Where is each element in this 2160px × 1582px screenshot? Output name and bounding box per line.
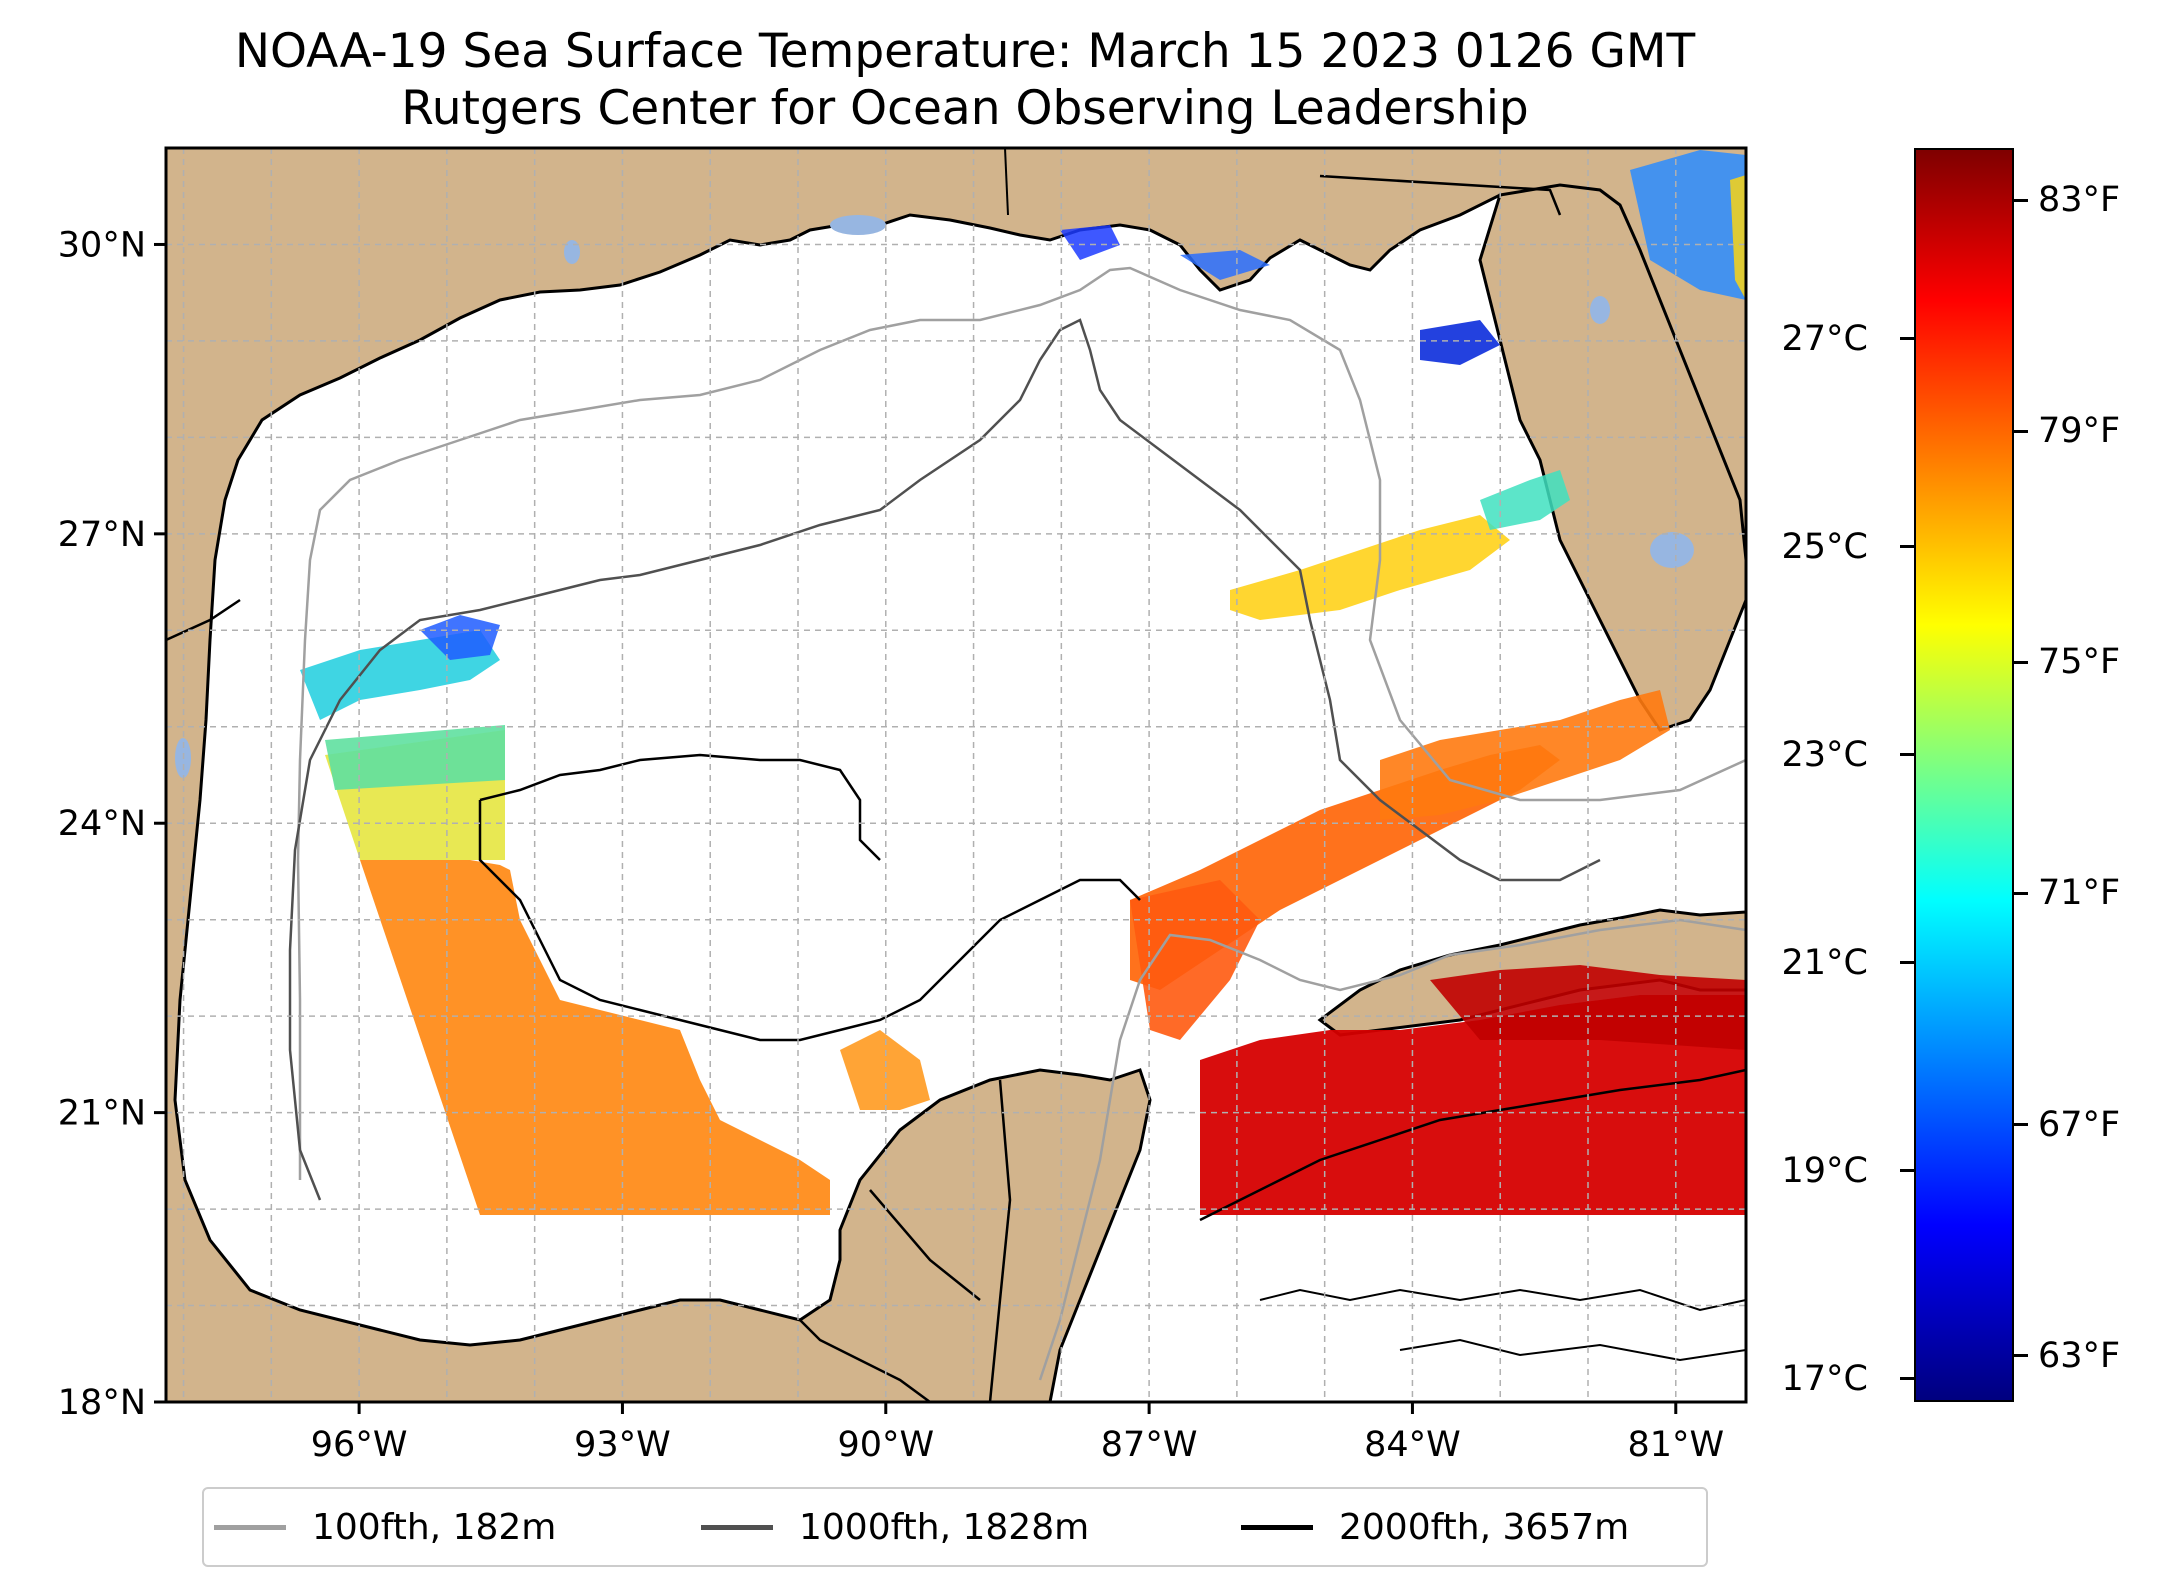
lat-tick-label: 30°N [58, 225, 146, 265]
legend-item-2000fth: 2000fth, 3657m [1241, 1489, 1629, 1565]
colorbar-c-tick-label: 25°C [1781, 526, 1868, 567]
lake-okeechobee [1650, 532, 1694, 568]
lon-tick-label: 84°W [1364, 1425, 1461, 1465]
colorbar-f-tick-mark [2014, 1354, 2028, 1358]
colorbar-c-tick-mark [1900, 337, 1914, 341]
latitude-axis: 30°N 27°N 24°N 21°N 18°N [58, 225, 166, 1423]
lake-florida [1590, 296, 1610, 324]
map-subtitle: Rutgers Center for Ocean Observing Leade… [401, 81, 1529, 136]
lat-tick-label: 24°N [58, 804, 146, 844]
land-us-gulf-coast [166, 148, 1746, 1402]
sst-patch-ms-blue [1180, 250, 1270, 280]
colorbar-c-tick-mark [1900, 545, 1914, 549]
legend-swatch-2000fth [1241, 1524, 1313, 1530]
legend-label-2000fth: 2000fth, 3657m [1339, 1506, 1630, 1548]
lon-tick-label: 93°W [574, 1425, 671, 1465]
legend-item-1000fth: 1000fth, 1828m [701, 1489, 1089, 1565]
colorbar-c-tick-label: 27°C [1781, 318, 1868, 359]
colorbar-f-tick-label: 83°F [2038, 180, 2121, 220]
lat-tick-label: 27°N [58, 515, 146, 555]
legend-swatch-100fth [214, 1524, 286, 1530]
colorbar-c-tick-label: 17°C [1781, 1358, 1868, 1399]
lat-tick-label: 18°N [58, 1383, 146, 1423]
border-ms-al [1004, 148, 1009, 216]
colorbar-f-tick-mark [2014, 1123, 2028, 1127]
lat-tick-label: 21°N [58, 1094, 146, 1134]
colorbar-f-tick-mark [2014, 660, 2028, 664]
legend-item-100fth: 100fth, 182m [214, 1489, 556, 1565]
lon-tick-label: 90°W [837, 1425, 934, 1465]
border-mexico-states [799, 1079, 1012, 1402]
sst-patch-atlantic [1630, 150, 1746, 300]
colorbar-c-tick-mark [1900, 1169, 1914, 1173]
lon-tick-label: 96°W [311, 1425, 408, 1465]
sst-patch-fl-cyan [1480, 470, 1570, 530]
contour-100fth [296, 266, 1746, 1381]
sst-swath-west-top [325, 725, 505, 790]
sst-patch-panhandle-blue [1420, 320, 1500, 365]
colorbar-c-tick-mark [1900, 753, 1914, 757]
colorbar-c-tick-label: 21°C [1781, 942, 1868, 983]
colorbar-f-tick-label: 63°F [2038, 1335, 2121, 1376]
colorbar-f-tick-label: 79°F [2038, 411, 2121, 452]
colorbar-f-tick-mark [2014, 891, 2028, 895]
plot-frame [164, 146, 1748, 1404]
lon-tick-label: 81°W [1627, 1425, 1724, 1465]
colorbar-f-tick-mark [2014, 429, 2028, 433]
colorbar-c-tick-label: 23°C [1781, 734, 1868, 775]
colorbar-f-tick-mark [2014, 198, 2028, 202]
colorbar-c-tick-label: 19°C [1781, 1150, 1868, 1191]
colorbar-c-tick-mark [1900, 961, 1914, 965]
border-us-mexico [166, 598, 241, 642]
contour-1000fth [288, 318, 1601, 1201]
sst-patch-fl-west [1230, 515, 1510, 620]
contour-legend: 100fth, 182m 1000fth, 1828m 2000fth, 365… [202, 1487, 1708, 1567]
border-state-line [1319, 174, 1562, 216]
colorbar-f-tick-label: 75°F [2038, 642, 2121, 683]
lake-texas [564, 240, 580, 264]
contour-2000fth [478, 753, 1746, 1222]
legend-label-1000fth: 1000fth, 1828m [799, 1506, 1090, 1548]
colorbar [1914, 148, 2014, 1402]
longitude-axis: 96°W 93°W 90°W 87°W 84°W 81°W [311, 1402, 1724, 1465]
sst-patch-campeche [840, 1030, 930, 1110]
legend-swatch-1000fth [701, 1524, 773, 1530]
sst-swath-west [360, 860, 830, 1215]
lake-pontchartrain [830, 215, 886, 235]
legend-label-100fth: 100fth, 182m [312, 1506, 557, 1548]
sst-patch-la-blue [1060, 225, 1120, 260]
sst-patch-fl-keys [1380, 690, 1670, 820]
colorbar-f-tick-label: 67°F [2038, 1104, 2121, 1145]
sst-patch-cuba-north [1200, 995, 1746, 1215]
gridlines [166, 148, 1746, 1402]
sst-patch-atlantic-yellow [1730, 175, 1746, 300]
map-title: NOAA-19 Sea Surface Temperature: March 1… [234, 24, 1696, 79]
colorbar-f-tick-label: 71°F [2038, 873, 2121, 914]
sst-patch-nw-blue [420, 615, 500, 660]
colorbar-c-tick-mark [1900, 1377, 1914, 1381]
lon-tick-label: 87°W [1101, 1425, 1198, 1465]
land-florida [1478, 183, 1746, 732]
